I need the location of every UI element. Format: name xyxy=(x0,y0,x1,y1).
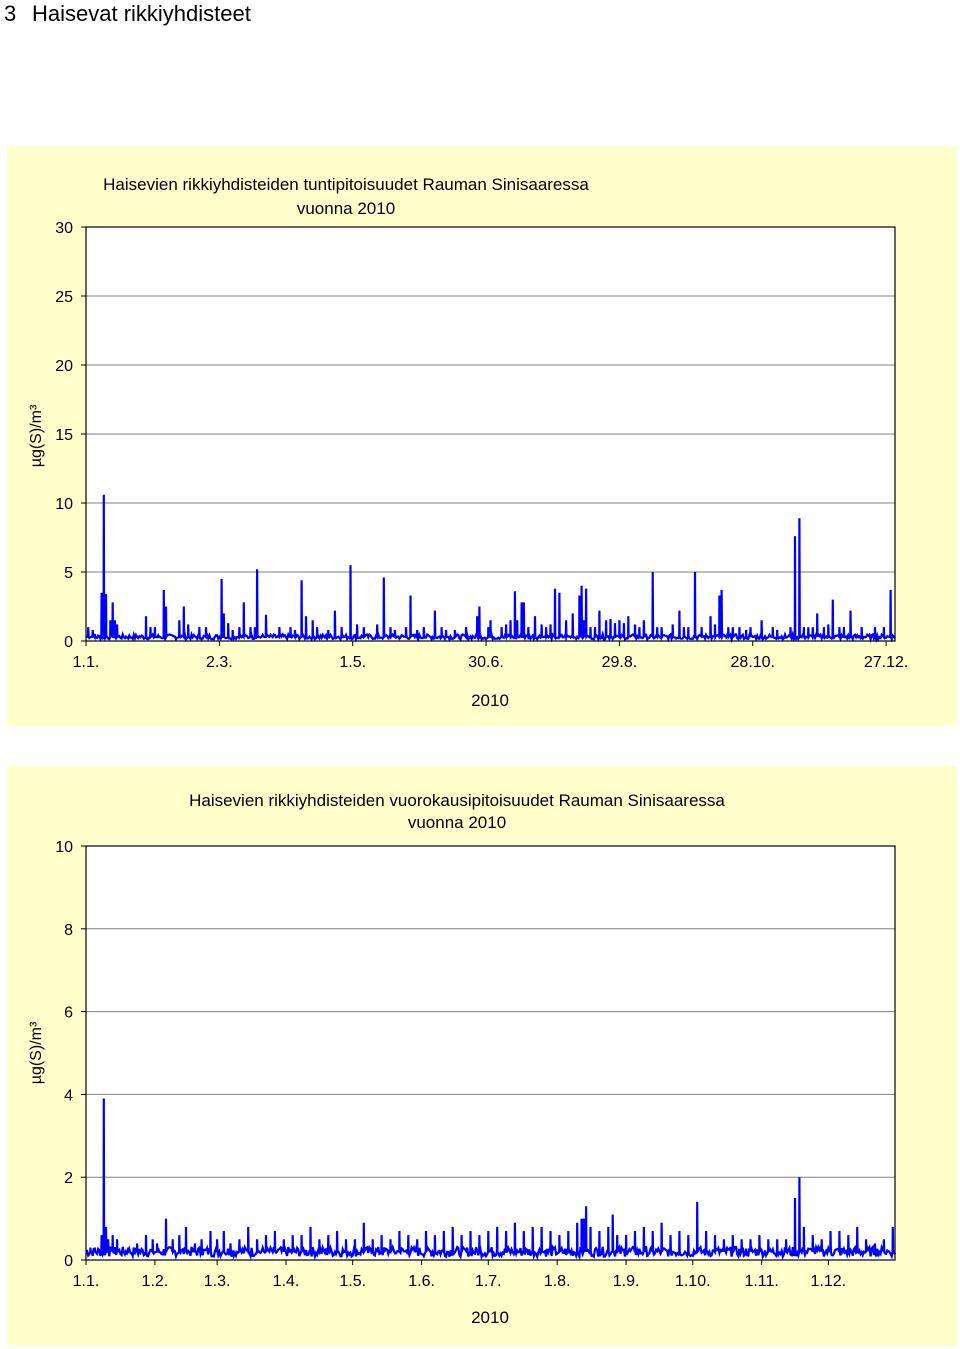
x-tick-label: 1.3. xyxy=(204,1273,231,1290)
x-tick-label: 28.10. xyxy=(731,654,775,671)
y-tick-label: 2 xyxy=(64,1170,73,1187)
x-tick-label: 1.10. xyxy=(675,1273,711,1290)
y-tick-label: 8 xyxy=(64,922,73,939)
x-axis-label: 2010 xyxy=(471,691,509,710)
x-tick-label: 1.2. xyxy=(142,1273,169,1290)
x-tick-label: 2.3. xyxy=(206,654,233,671)
x-tick-label: 29.8. xyxy=(602,654,638,671)
series-line xyxy=(85,1098,897,1261)
y-tick-label: 10 xyxy=(55,496,73,513)
chart-title-line1: Haisevien rikkiyhdisteiden tuntipitoisuu… xyxy=(103,175,589,194)
y-axis-label: µg(S)/m³ xyxy=(28,1021,45,1084)
x-tick-label: 1.11. xyxy=(744,1273,778,1290)
x-tick-label: 1.5. xyxy=(339,1273,366,1290)
x-tick-label: 1.7. xyxy=(475,1273,502,1290)
section-title: Haisevat rikkiyhdisteet xyxy=(32,1,251,26)
hourly-chart-panel: Haisevien rikkiyhdisteiden tuntipitoisuu… xyxy=(7,146,957,726)
y-tick-label: 4 xyxy=(64,1087,73,1104)
x-axis-label: 2010 xyxy=(471,1308,509,1327)
plot-border xyxy=(85,845,896,1261)
y-tick-label: 6 xyxy=(64,1005,73,1022)
y-tick-label: 25 xyxy=(55,289,73,306)
y-tick-label: 5 xyxy=(64,565,73,582)
y-tick-label: 10 xyxy=(55,839,73,856)
x-tick-label: 1.4. xyxy=(273,1273,300,1290)
x-tick-label: 1.9. xyxy=(613,1273,640,1290)
x-tick-label: 1.5. xyxy=(339,654,366,671)
hourly-chart: Haisevien rikkiyhdisteiden tuntipitoisuu… xyxy=(28,175,908,710)
x-tick-label: 1.1. xyxy=(73,1273,100,1290)
y-tick-label: 0 xyxy=(64,1253,73,1270)
chart-title-line2: vuonna 2010 xyxy=(297,199,395,218)
section-number: 3 xyxy=(4,1,17,26)
daily-chart: Haisevien rikkiyhdisteiden vuorokausipit… xyxy=(28,791,897,1327)
plot-area xyxy=(86,846,895,1260)
chart-title-line2: vuonna 2010 xyxy=(408,813,506,832)
plot-border xyxy=(85,226,896,642)
x-tick-label: 30.6. xyxy=(468,654,504,671)
daily-chart-panel: Haisevien rikkiyhdisteiden vuorokausipit… xyxy=(7,766,957,1346)
x-tick-label: 1.6. xyxy=(408,1273,435,1290)
y-tick-label: 0 xyxy=(64,634,73,651)
x-tick-label: 1.8. xyxy=(544,1273,571,1290)
y-axis-label: µg(S)/m³ xyxy=(28,404,45,467)
x-tick-label: 27.12. xyxy=(864,654,908,671)
chart-title-line1: Haisevien rikkiyhdisteiden vuorokausipit… xyxy=(189,791,725,810)
x-tick-label: 1.12. xyxy=(811,1273,847,1290)
y-tick-label: 20 xyxy=(55,358,73,375)
section-heading: 3 Haisevat rikkiyhdisteet xyxy=(4,0,251,28)
y-tick-label: 30 xyxy=(55,220,73,237)
series-line xyxy=(85,494,896,644)
y-tick-label: 15 xyxy=(55,427,73,444)
x-tick-label: 1.1. xyxy=(73,654,100,671)
